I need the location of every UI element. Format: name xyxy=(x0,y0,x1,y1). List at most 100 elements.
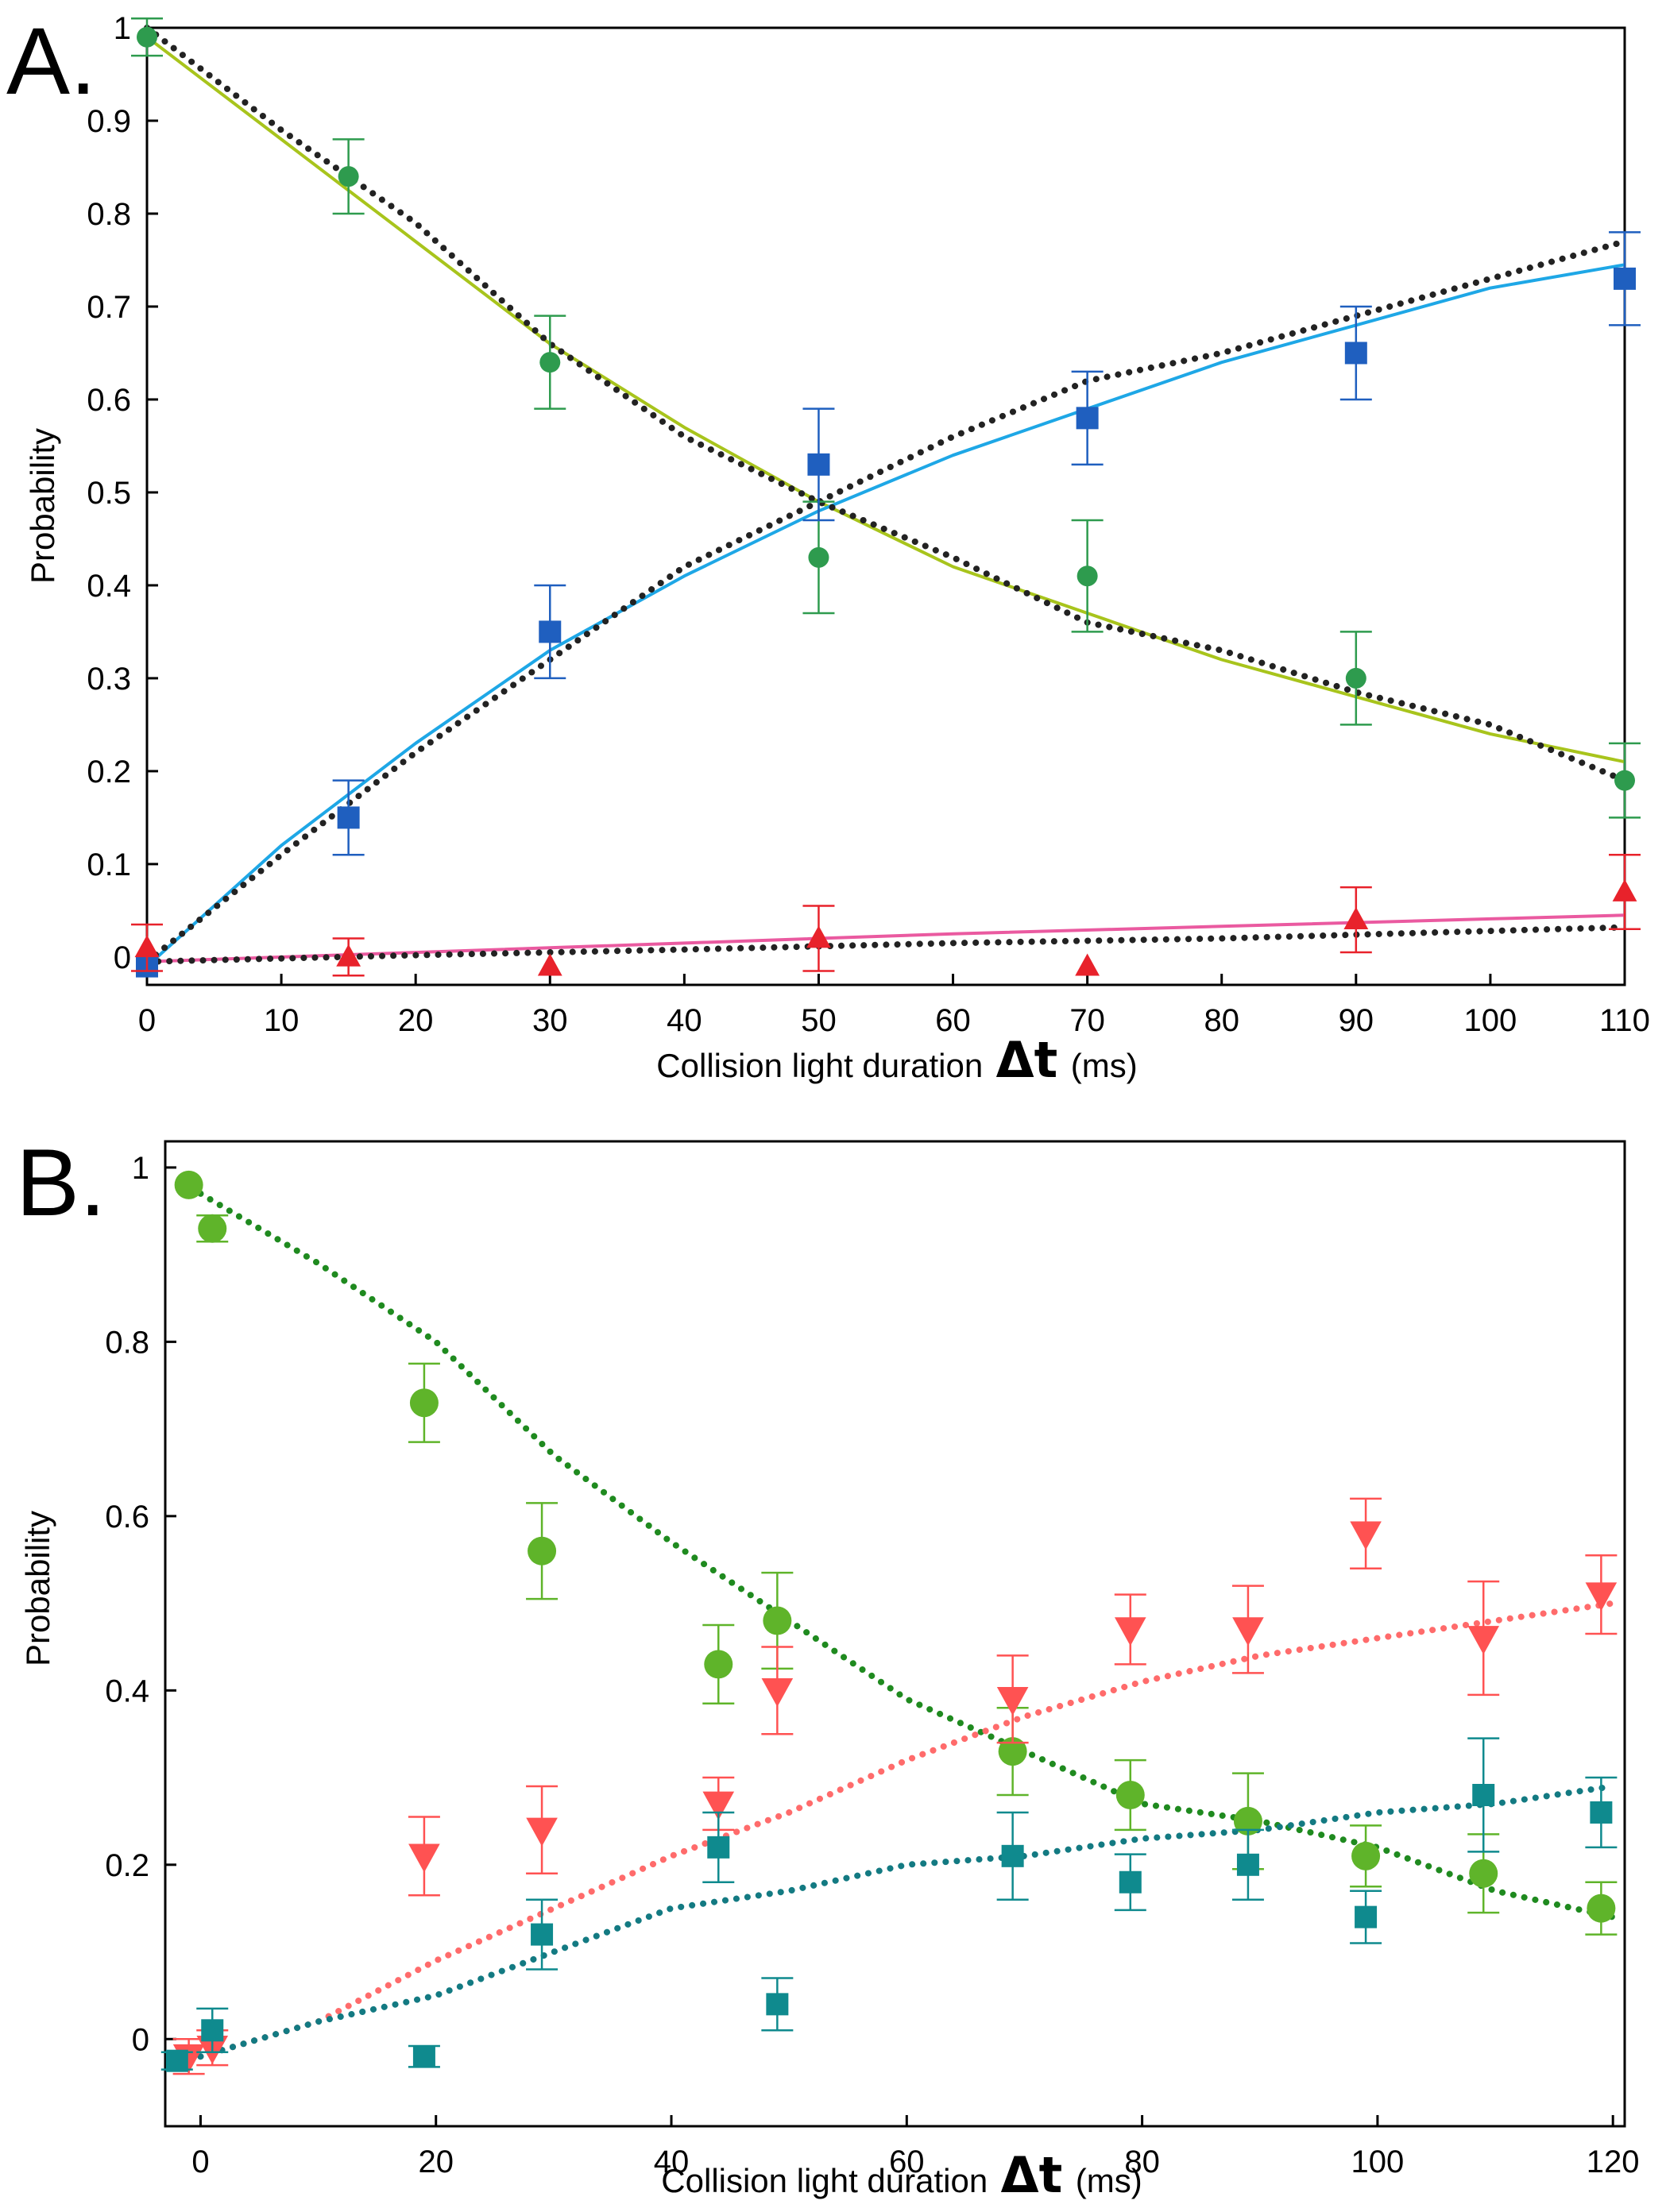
data-point-b xyxy=(531,1923,554,1946)
x-tick-label-a: 70 xyxy=(1069,1003,1105,1038)
y-axis-label-b: Probability xyxy=(19,1511,56,1666)
data-point-b xyxy=(1350,1521,1382,1550)
simulation-curves-b xyxy=(197,1190,1617,2060)
data-point-a xyxy=(1614,770,1635,791)
delta-t-a: Δt xyxy=(996,1031,1058,1089)
x-tick-label-b: 20 xyxy=(418,2144,454,2179)
svg-text:Collision light duration: Collision light duration Δt (ms) xyxy=(656,1031,1137,1089)
data-point-a xyxy=(537,953,562,976)
simulation-line-b xyxy=(197,1783,1617,2060)
series-b-circle xyxy=(174,1170,1618,1936)
y-tick-label-a: 0.6 xyxy=(87,383,131,418)
data-point-b xyxy=(165,2049,188,2072)
svg-text:Collision light duration: Collision light duration Δt (ms) xyxy=(661,2146,1142,2204)
data-point-a xyxy=(808,546,829,568)
data-point-a xyxy=(336,944,361,967)
x-axis-unit-a: (ms) xyxy=(1071,1047,1138,1084)
data-point-b xyxy=(198,1214,227,1243)
data-point-b xyxy=(174,1170,203,1199)
plot-frame-b xyxy=(164,1140,1626,2128)
data-points-a xyxy=(131,17,1641,978)
data-point-a xyxy=(1076,407,1099,430)
x-tick-label-a: 0 xyxy=(138,1003,156,1038)
data-point-a xyxy=(137,26,157,48)
x-tick-label-a: 50 xyxy=(801,1003,837,1038)
data-point-b xyxy=(412,2045,435,2068)
x-tick-label-a: 90 xyxy=(1339,1003,1374,1038)
y-tick-label-a: 1 xyxy=(114,11,131,46)
data-point-a xyxy=(1343,907,1369,930)
y-tick-label-b: 0.6 xyxy=(105,1500,149,1535)
y-tick-label-b: 1 xyxy=(132,1151,149,1186)
simulation-line-a xyxy=(144,924,1628,965)
x-axis-label-b: Collision light duration xyxy=(661,2162,988,2199)
y-tick-label-b: 0.4 xyxy=(105,1673,149,1708)
data-point-b xyxy=(763,1606,792,1635)
x-tick-label-a: 60 xyxy=(935,1003,971,1038)
chart-panel-b: B. Probability Collision light duration … xyxy=(16,1129,1640,2204)
x-tick-label-a: 10 xyxy=(264,1003,300,1038)
y-tick-label-a: 0 xyxy=(114,940,131,975)
data-point-a xyxy=(337,806,360,829)
data-point-a xyxy=(539,620,562,643)
data-point-b xyxy=(1233,1806,1262,1836)
fit-line-a xyxy=(145,36,1625,764)
ticks-a: 0 10 20 30 40 50 60 70 80 90 100 110 0 0.1 0.2 0.3 0.4 0.… xyxy=(87,11,1650,1038)
x-tick-label-b: 0 xyxy=(191,2144,209,2179)
y-tick-label-b: 0.8 xyxy=(105,1325,149,1360)
x-tick-label-a: 20 xyxy=(398,1003,434,1038)
data-point-b xyxy=(707,1836,730,1859)
data-point-b xyxy=(1114,1617,1146,1646)
delta-t-b: Δt xyxy=(1001,2146,1063,2204)
simulation-line-b xyxy=(197,1600,1617,2060)
data-point-a xyxy=(539,352,561,373)
data-point-b xyxy=(526,1817,558,1847)
data-point-a xyxy=(1344,342,1367,365)
ticks-b: 0 20 40 60 80 100 120 0 0.2 0.4 0.6 0.8 1 xyxy=(105,1151,1639,2179)
data-point-b xyxy=(408,1843,440,1873)
x-tick-label-b: 120 xyxy=(1587,2144,1640,2179)
data-point-b xyxy=(766,1993,789,2016)
data-point-a xyxy=(1075,953,1100,976)
y-tick-label-b: 0.2 xyxy=(105,1848,149,1883)
data-point-b xyxy=(1119,1870,1142,1894)
data-point-b xyxy=(704,1650,733,1679)
y-tick-label-a: 0.9 xyxy=(87,104,131,139)
data-point-a xyxy=(1077,566,1098,587)
y-tick-label-a: 0.8 xyxy=(87,197,131,232)
x-tick-label-a: 100 xyxy=(1464,1003,1517,1038)
x-tick-label-b: 40 xyxy=(654,2144,690,2179)
data-point-b xyxy=(1236,1853,1259,1876)
simulation-line-a xyxy=(144,238,1628,965)
data-point-b xyxy=(1355,1905,1378,1928)
x-tick-label-b: 60 xyxy=(889,2144,925,2179)
data-point-b xyxy=(528,1536,557,1565)
fit-curves-a xyxy=(145,36,1625,968)
series-a-square xyxy=(136,231,1641,978)
data-point-b xyxy=(409,1388,439,1418)
y-axis-label-a: Probability xyxy=(24,428,61,584)
data-point-b xyxy=(1469,1859,1498,1888)
simulation-line-a xyxy=(144,25,1628,784)
x-axis-title-b: Collision light duration Δt (ms) xyxy=(661,2146,1142,2204)
y-tick-label-a: 0.5 xyxy=(87,476,131,511)
data-point-a xyxy=(134,935,160,958)
x-tick-label-a: 40 xyxy=(667,1003,702,1038)
x-tick-label-a: 80 xyxy=(1204,1003,1239,1038)
data-point-a xyxy=(338,166,359,187)
data-point-b xyxy=(1590,1801,1613,1824)
panel-label-a: A. xyxy=(6,8,96,114)
x-tick-label-a: 110 xyxy=(1599,1003,1650,1038)
x-axis-label-a: Collision light duration xyxy=(656,1047,983,1084)
chart-panel-a: A. Probability Collision light duration … xyxy=(6,8,1650,1089)
data-point-b xyxy=(1472,1784,1495,1807)
data-point-b xyxy=(702,1791,735,1820)
panel-label-b: B. xyxy=(16,1129,106,1236)
data-point-b xyxy=(1001,1844,1024,1867)
x-axis-unit-b: (ms) xyxy=(1076,2162,1142,2199)
data-point-a xyxy=(807,453,830,476)
fit-line-a xyxy=(145,263,1625,968)
series-a-circle xyxy=(131,17,1641,819)
data-point-b xyxy=(1232,1617,1264,1646)
data-point-a xyxy=(806,925,831,948)
